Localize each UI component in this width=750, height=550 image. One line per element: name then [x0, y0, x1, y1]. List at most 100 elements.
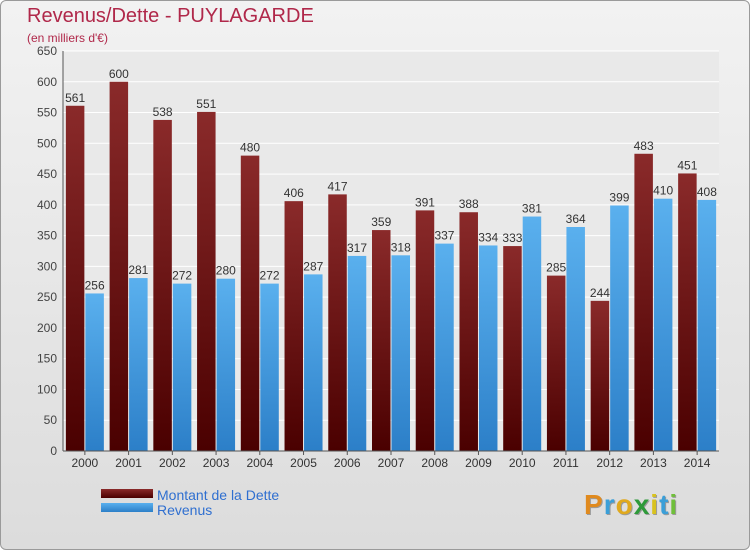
bar-dette [503, 246, 522, 451]
bar-revenus [129, 278, 148, 451]
y-tick-label: 550 [37, 106, 57, 120]
y-tick-label: 400 [37, 198, 57, 212]
data-label-dette: 451 [677, 158, 697, 172]
x-tick-label: 2004 [246, 456, 273, 470]
data-label-dette: 406 [284, 186, 304, 200]
bar-dette [65, 105, 85, 452]
logo-letter: r [603, 489, 616, 520]
x-tick-label: 2011 [553, 456, 579, 470]
data-label-dette: 285 [546, 261, 566, 275]
bar-dette [197, 111, 216, 451]
logo-letter: P [584, 489, 604, 520]
data-label-revenus: 272 [260, 269, 280, 283]
x-tick-label: 2014 [684, 456, 711, 470]
x-tick-label: 2003 [203, 456, 230, 470]
x-tick-label: 2008 [421, 456, 448, 470]
bar-dette [546, 275, 566, 451]
data-label-dette: 483 [634, 139, 654, 153]
legend-swatch-revenus [101, 503, 153, 512]
legend-label-dette: Montant de la Dette [157, 487, 279, 503]
x-tick-label: 2006 [334, 456, 361, 470]
logo-letter: i [650, 489, 660, 520]
y-axis: 0 50 100 150 200 250 300 350 400 450 500 550 600 650 [37, 44, 64, 458]
data-label-dette: 561 [65, 91, 85, 105]
logo-letter: x [633, 489, 651, 520]
data-label-revenus: 256 [85, 278, 105, 292]
chart-subtitle: (en milliers d'€) [27, 31, 108, 45]
bar-dette [415, 210, 435, 451]
bar-dette [153, 119, 172, 451]
bar-dette [240, 155, 260, 451]
data-label-dette: 417 [328, 179, 348, 193]
bar-revenus [697, 199, 717, 451]
data-label-dette: 538 [153, 105, 173, 119]
bar-revenus [435, 243, 454, 451]
bar-dette [372, 230, 391, 451]
data-label-revenus: 281 [128, 263, 148, 277]
y-tick-label: 650 [37, 44, 57, 58]
data-label-dette: 551 [196, 97, 216, 111]
x-tick-label: 2002 [159, 456, 186, 470]
bar-dette [678, 173, 697, 451]
x-tick-label: 2001 [115, 456, 142, 470]
data-label-revenus: 399 [609, 190, 629, 204]
data-label-dette: 391 [415, 195, 435, 209]
bar-revenus [653, 198, 673, 451]
legend: Montant de la Dette Revenus [101, 487, 279, 518]
x-tick-label: 2009 [465, 456, 492, 470]
data-label-revenus: 408 [697, 185, 717, 199]
data-label-dette: 388 [459, 197, 479, 211]
data-label-revenus: 334 [478, 230, 498, 244]
data-label-revenus: 317 [347, 241, 367, 255]
x-axis: 2000 2001 2002 2003 2004 2005 2006 2007 2008 2009… [63, 450, 719, 470]
bar-dette [459, 212, 478, 451]
grid-lines [63, 50, 719, 452]
data-label-dette: 244 [590, 286, 610, 300]
legend-swatch-dette [101, 489, 153, 498]
legend-label-revenus: Revenus [157, 502, 212, 518]
x-tick-label: 2013 [640, 456, 667, 470]
logo-letter: t [659, 489, 670, 520]
data-label-dette: 600 [109, 67, 129, 81]
y-tick-label: 250 [37, 290, 57, 304]
data-label-revenus: 318 [391, 240, 411, 254]
logo-letter: i [669, 489, 679, 520]
data-label-dette: 333 [502, 231, 522, 245]
bar-revenus [478, 245, 498, 451]
bar-revenus [347, 255, 367, 451]
y-tick-label: 100 [37, 382, 57, 396]
x-tick-label: 2007 [378, 456, 405, 470]
data-label-revenus: 272 [172, 269, 192, 283]
x-tick-label: 2000 [72, 456, 99, 470]
y-tick-label: 0 [50, 444, 57, 458]
data-label-revenus: 337 [434, 229, 454, 243]
bar-dette [284, 201, 304, 451]
bar-dette [634, 153, 653, 451]
bar-revenus [391, 255, 410, 451]
bar-dette [109, 81, 129, 452]
bar-revenus [610, 205, 629, 451]
x-tick-label: 2010 [509, 456, 536, 470]
plot-area [63, 51, 719, 451]
data-label-dette: 480 [240, 141, 260, 155]
bar-dette [590, 300, 610, 451]
x-tick-label: 2005 [290, 456, 317, 470]
y-tick-label: 600 [37, 75, 57, 89]
bar-revenus [260, 283, 279, 451]
y-tick-label: 200 [37, 321, 57, 335]
data-label-revenus: 280 [216, 264, 236, 278]
chart-title: Revenus/Dette - PUYLAGARDE [27, 5, 314, 27]
bar-revenus [216, 278, 236, 451]
x-tick-label: 2012 [596, 456, 623, 470]
data-label-revenus: 381 [522, 202, 542, 216]
bar-dette [328, 194, 347, 451]
y-tick-label: 300 [37, 259, 57, 273]
proxiti-logo: Proxiti [584, 489, 678, 521]
data-label-revenus: 287 [303, 259, 323, 273]
bar-revenus [172, 283, 192, 451]
bars: 561 256 600 281 538 272 551 280 480 272 406 287 417 3… [65, 67, 717, 452]
bar-revenus [522, 216, 542, 451]
y-tick-label: 150 [37, 352, 57, 366]
